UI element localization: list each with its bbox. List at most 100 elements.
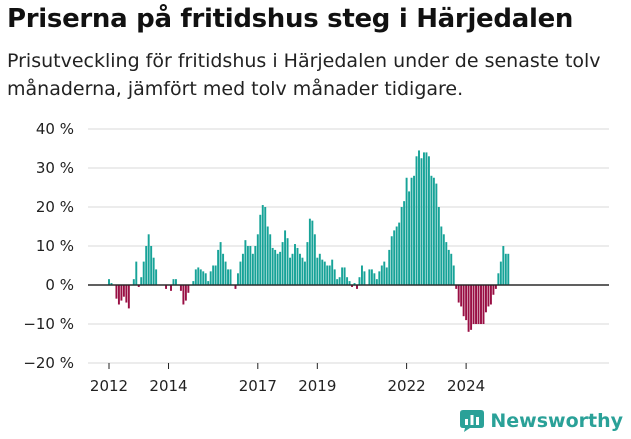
bar — [140, 277, 143, 285]
bar — [341, 267, 344, 285]
bar — [467, 285, 470, 332]
bar — [110, 283, 113, 285]
bar — [117, 285, 120, 305]
bar — [430, 175, 433, 285]
bar — [418, 150, 420, 285]
bar — [400, 207, 403, 285]
bar — [194, 269, 197, 285]
bar — [142, 261, 145, 285]
bar — [217, 249, 220, 285]
bar — [427, 156, 430, 285]
y-tick-label: 40 % — [36, 120, 74, 138]
bar — [199, 269, 202, 285]
bar — [457, 285, 460, 303]
bar — [115, 285, 118, 299]
bar — [212, 265, 215, 285]
bar — [388, 249, 391, 285]
bar — [440, 226, 443, 285]
bar — [502, 246, 505, 285]
bar — [336, 279, 339, 285]
x-tick-label: 2019 — [298, 377, 336, 395]
bar — [390, 236, 393, 285]
bar — [316, 257, 319, 285]
bar — [120, 285, 123, 301]
y-tick-label: −10 % — [23, 315, 74, 333]
bar — [313, 234, 316, 285]
bar — [249, 246, 252, 285]
bar — [298, 253, 301, 285]
bar — [127, 285, 130, 309]
bar — [207, 281, 210, 285]
bar — [452, 265, 455, 285]
newsworthy-logo: Newsworthy — [459, 409, 623, 433]
bar — [398, 222, 401, 285]
bar — [122, 285, 125, 297]
bar — [475, 285, 478, 324]
bar — [286, 238, 289, 285]
bar — [254, 246, 257, 285]
bar — [264, 207, 267, 285]
bar — [403, 201, 406, 285]
bar — [135, 261, 138, 285]
bar — [294, 244, 296, 285]
bar — [380, 265, 383, 285]
bar — [507, 253, 510, 285]
bar — [420, 158, 423, 285]
bar — [497, 273, 500, 285]
newsworthy-logo-icon — [460, 410, 485, 432]
bar — [492, 285, 495, 295]
bar — [504, 253, 507, 285]
bar — [279, 251, 282, 285]
bar — [482, 285, 485, 324]
bar — [296, 247, 299, 285]
bar — [425, 152, 428, 285]
bar — [269, 234, 272, 285]
bar — [281, 242, 284, 285]
bar — [455, 285, 458, 289]
bar — [477, 285, 480, 324]
bar — [170, 285, 172, 291]
bar — [244, 240, 247, 285]
y-tick-label: 0 % — [45, 276, 74, 294]
bar — [306, 242, 309, 285]
bar — [487, 285, 490, 307]
bar — [326, 265, 329, 285]
x-tick-label: 2017 — [239, 377, 277, 395]
bar — [241, 253, 244, 285]
bar — [370, 269, 373, 285]
bar — [284, 230, 287, 285]
bar — [261, 205, 264, 285]
bar — [204, 273, 207, 285]
bar — [363, 271, 366, 285]
bar — [239, 261, 242, 285]
bar — [351, 285, 354, 287]
bar — [328, 265, 331, 285]
bar — [219, 242, 222, 285]
chart-subtitle: Prisutveckling för fritidshus i Härjedal… — [7, 50, 601, 100]
bar — [236, 273, 239, 285]
bar — [318, 253, 321, 285]
bar — [360, 265, 363, 285]
bar — [460, 285, 463, 307]
bar — [393, 230, 396, 285]
bar — [214, 265, 217, 285]
bar — [202, 271, 205, 285]
bar — [289, 257, 292, 285]
bar — [251, 253, 254, 285]
bar — [338, 277, 341, 285]
bar — [484, 285, 487, 313]
bar — [132, 279, 135, 285]
bar — [311, 220, 314, 285]
bar — [353, 283, 356, 285]
newsworthy-logo-text: Newsworthy — [490, 410, 623, 432]
bar — [465, 285, 468, 321]
bar — [187, 285, 190, 293]
bar — [150, 246, 153, 285]
bar — [470, 285, 473, 330]
bar — [274, 249, 277, 285]
bar — [301, 257, 304, 285]
bar — [442, 234, 445, 285]
bar — [125, 285, 128, 303]
bar — [410, 177, 413, 285]
bar — [308, 218, 311, 285]
